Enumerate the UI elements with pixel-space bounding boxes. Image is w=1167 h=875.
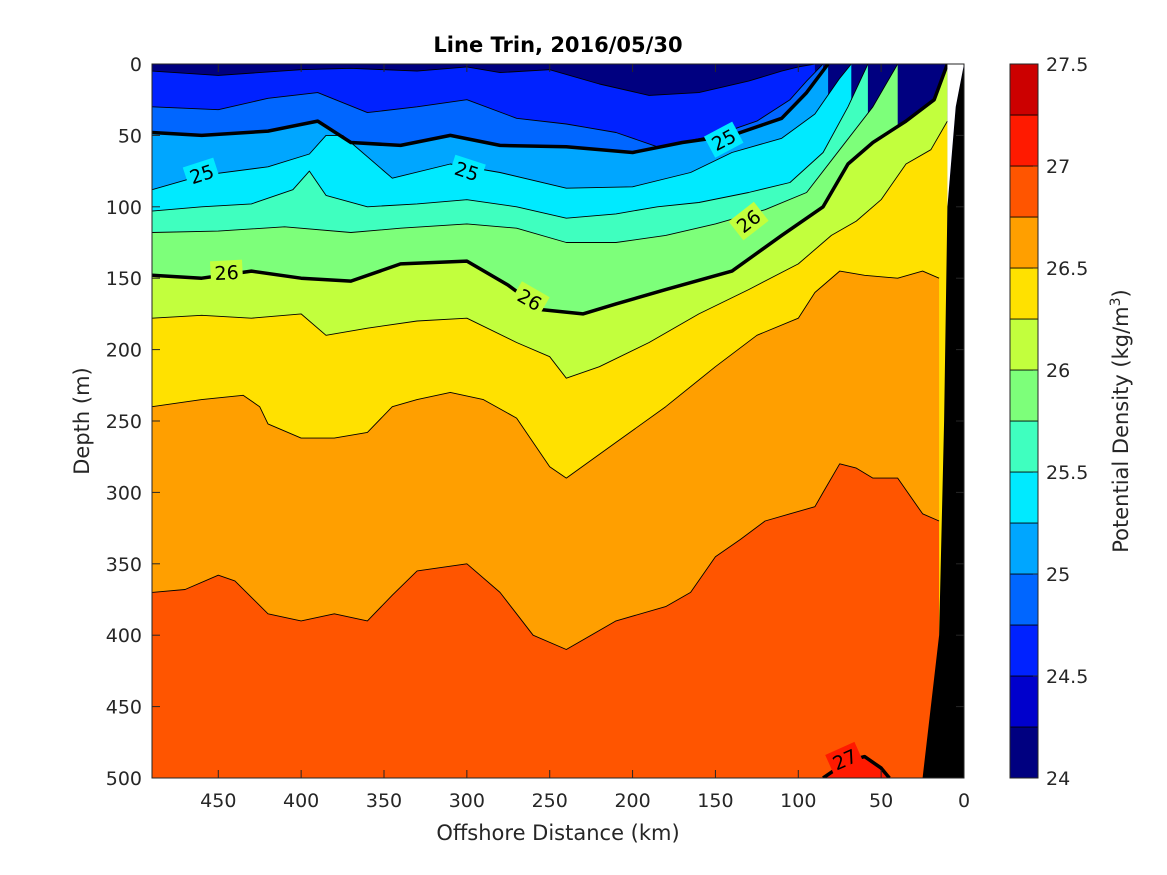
- contour-label-bg: [447, 154, 486, 188]
- x-tick-label: 50: [869, 790, 893, 812]
- isopycnal-25: [152, 64, 830, 155]
- colorbar-swatch: [1009, 420, 1039, 473]
- y-tick-label: 100: [106, 197, 142, 219]
- x-tick-label: 450: [200, 790, 236, 812]
- y-tick-label: 350: [106, 554, 142, 576]
- isopycnal-26.75: [152, 463, 940, 650]
- colorbar-swatch: [1009, 318, 1039, 371]
- x-tick-label: 100: [780, 790, 816, 812]
- y-tick-label: 300: [106, 482, 142, 504]
- colorbar-title-main: Potential Density (kg/m: [1109, 306, 1133, 552]
- colorbar-swatch: [1009, 522, 1039, 575]
- colorbar-swatch: [1009, 63, 1039, 116]
- colorbar-swatch: [1009, 675, 1039, 728]
- x-tick-label: 250: [532, 790, 568, 812]
- colorbar-swatch: [1009, 726, 1039, 779]
- x-axis: 450 400 350 300 250 200 150 100 50 0: [200, 64, 970, 812]
- isopycnal-26.25: [152, 120, 948, 379]
- colorbar-tick-label: 24.5: [1046, 666, 1088, 688]
- colorbar-tick-label: 24: [1046, 768, 1070, 790]
- contour-label-bg: [703, 121, 744, 158]
- x-tick-label: 150: [697, 790, 733, 812]
- y-axis: 0 50 100 150 200 250 300 350 400 450 500: [106, 54, 964, 790]
- y-tick-label: 0: [130, 54, 142, 76]
- contour-label-group: 27: [825, 741, 865, 777]
- contour-label-bg: [209, 259, 244, 286]
- colorbar-swatch: [1009, 471, 1039, 524]
- colorbar-title-suffix: ): [1109, 289, 1133, 297]
- seafloor-topography: [922, 64, 964, 778]
- colorbar-tick-label: 27.5: [1046, 54, 1088, 76]
- colorbar-title: Potential Density (kg/m3): [1108, 289, 1133, 553]
- density-band-26.75: [152, 463, 940, 778]
- contour-label-bg: [728, 201, 769, 241]
- colorbar-swatch: [1009, 216, 1039, 269]
- y-tick-label: 450: [106, 697, 142, 719]
- colorbar-swatch: [1009, 267, 1039, 320]
- colorbar-swatch: [1009, 369, 1039, 422]
- colorbar-tick-label: 26: [1046, 360, 1070, 382]
- isopycnal-26.5: [152, 270, 940, 479]
- x-tick-label: 400: [283, 790, 319, 812]
- isopycnal-24.75: [152, 64, 824, 148]
- y-tick-label: 250: [106, 411, 142, 433]
- isopycnal-25.25: [152, 64, 852, 191]
- contour-label: 26: [214, 262, 239, 285]
- y-tick-label: 50: [118, 125, 142, 147]
- contour-label-bg: [509, 281, 550, 318]
- colorbar-frame: [1009, 63, 1039, 779]
- y-tick-label: 150: [106, 268, 142, 290]
- contour-label-group: 26: [209, 259, 244, 286]
- contour-label-group: 26: [509, 281, 550, 318]
- x-tick-label: 200: [614, 790, 650, 812]
- x-tick-label: 350: [366, 790, 402, 812]
- y-tick-label: 200: [106, 340, 142, 362]
- no-data-region: [947, 64, 964, 207]
- isopycnal-25.5: [152, 64, 869, 219]
- x-tick-label: 300: [449, 790, 485, 812]
- chart-title: Line Trin, 2016/05/30: [433, 33, 682, 57]
- colorbar: 24 24.5 25 25.5 26 26.5 27 27.5: [1009, 54, 1088, 790]
- y-axis-title: Depth (m): [70, 367, 94, 474]
- colorbar-swatch: [1009, 573, 1039, 626]
- x-axis-title: Offshore Distance (km): [436, 821, 679, 845]
- contour-label-bg: [825, 741, 865, 777]
- y-tick-label: 400: [106, 625, 142, 647]
- y-tick-label: 500: [106, 768, 142, 790]
- colorbar-swatch: [1009, 165, 1039, 218]
- colorbar-swatch: [1009, 624, 1039, 677]
- isopycnal-26: [152, 64, 950, 316]
- colorbar-tick-label: 26.5: [1046, 258, 1088, 280]
- colorbar-tick-label: 27: [1046, 156, 1070, 178]
- colorbar-tick-label: 25.5: [1046, 462, 1088, 484]
- colorbar-title-superscript: 3: [1108, 297, 1124, 306]
- colorbar-tick-label: 25: [1046, 564, 1070, 586]
- colorbar-swatch: [1009, 114, 1039, 167]
- contour-label-bg: [182, 157, 221, 191]
- isopycnal-25.75: [152, 64, 899, 243]
- x-tick-label: 0: [958, 790, 970, 812]
